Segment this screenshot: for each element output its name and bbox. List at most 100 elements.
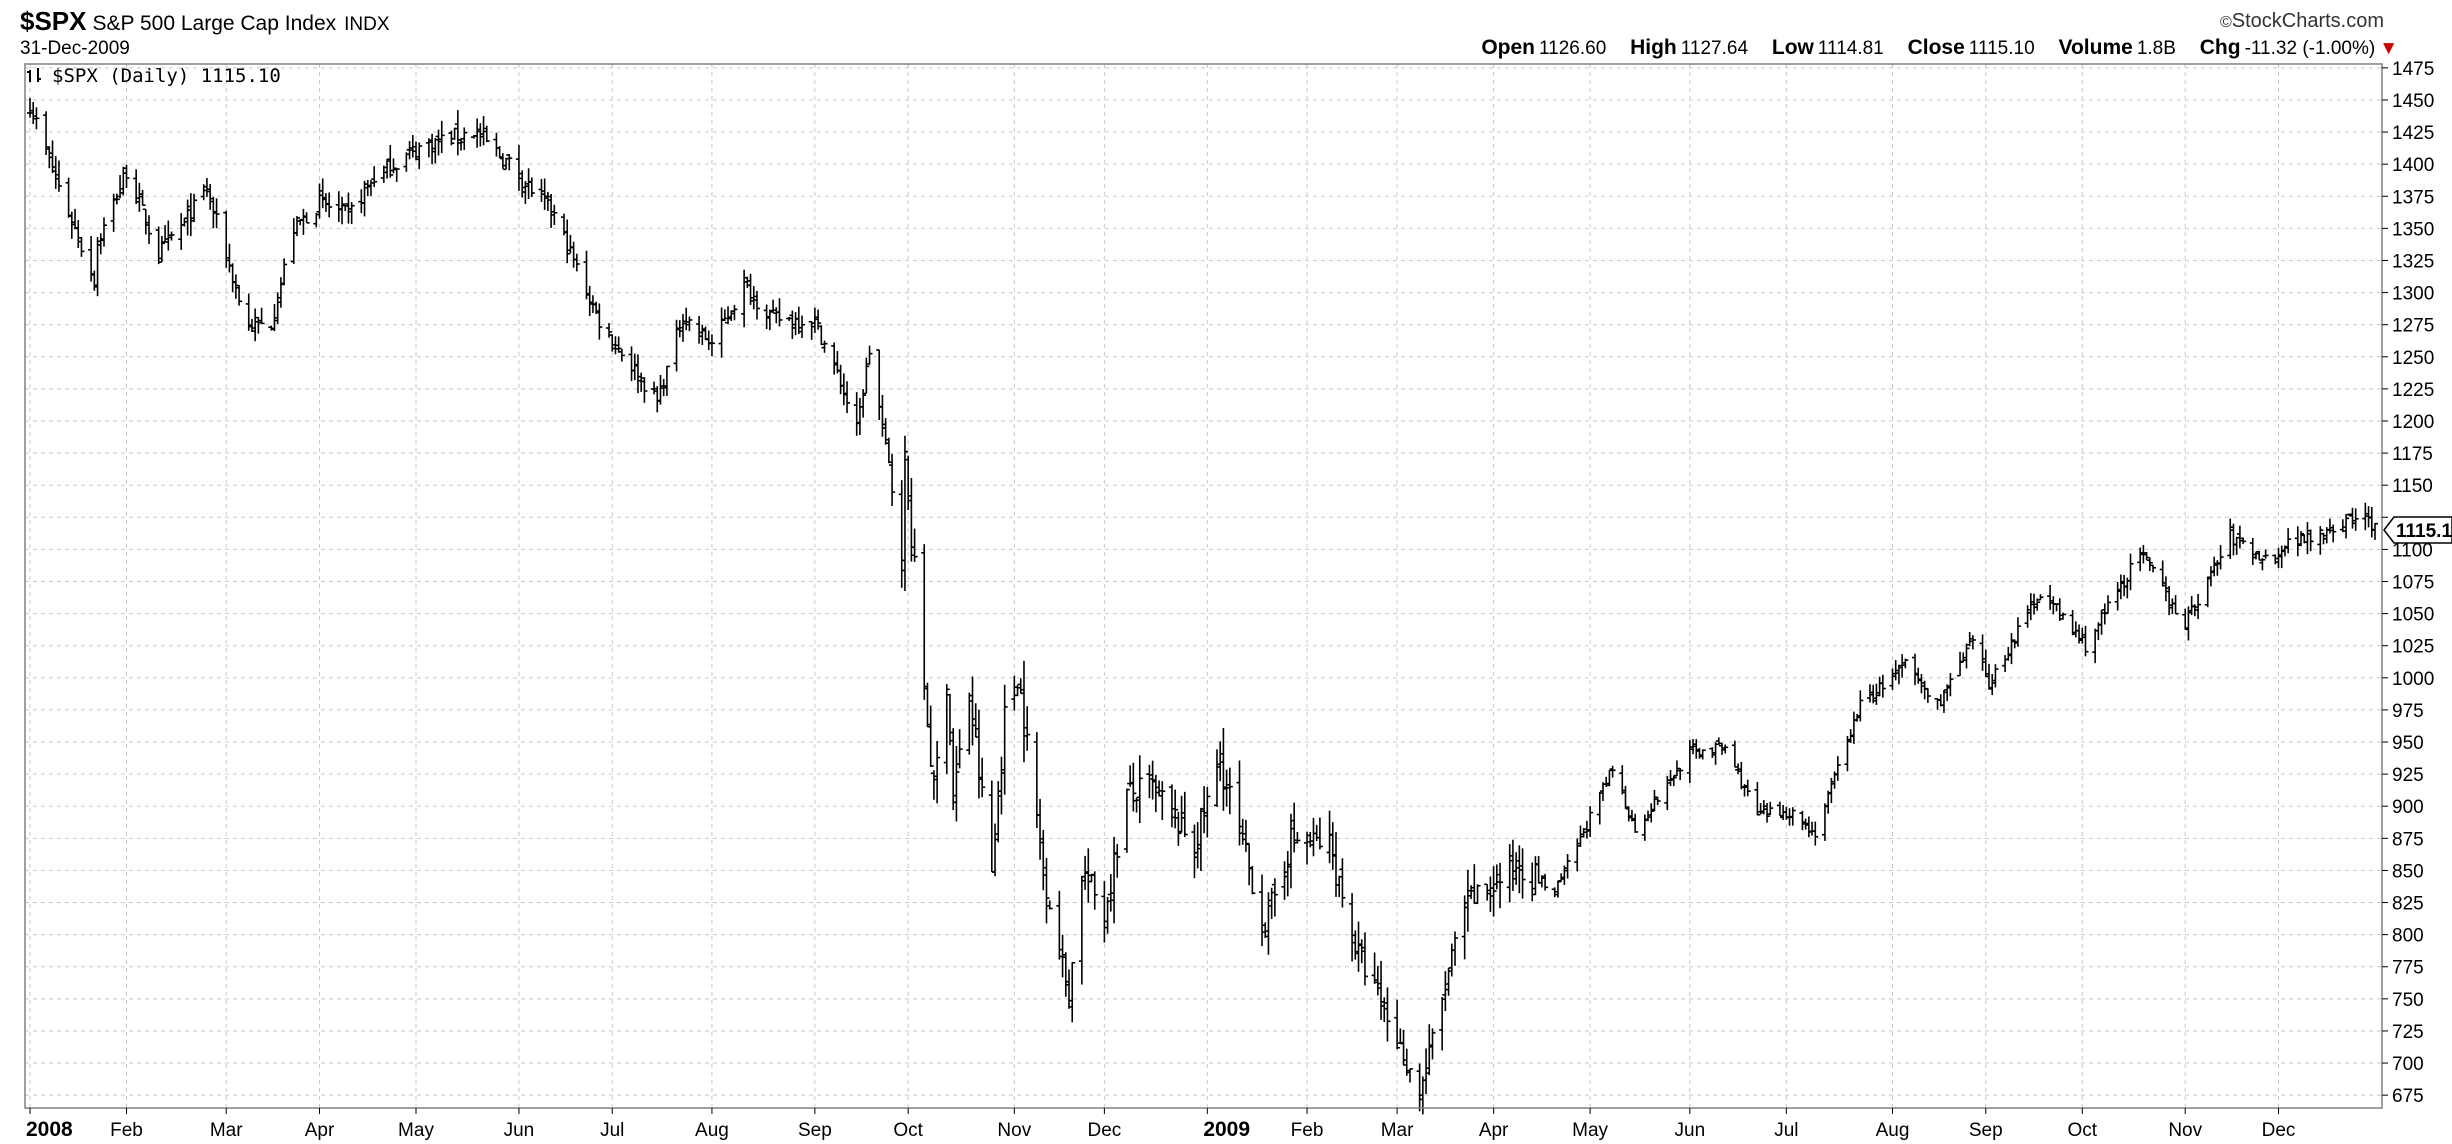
price-bar — [139, 189, 146, 207]
price-bar — [168, 231, 175, 241]
price-bar — [461, 127, 468, 151]
price-bar — [699, 324, 706, 345]
price-bar — [1226, 767, 1233, 815]
high-value: 1127.64 — [1680, 38, 1749, 59]
price-bar — [2150, 564, 2157, 573]
price-bar — [1947, 673, 1954, 697]
price-bar — [55, 160, 62, 192]
brand[interactable]: ©StockCharts.com — [2220, 10, 2384, 33]
price-bar — [705, 330, 712, 351]
price-bar — [2079, 627, 2086, 644]
y-tick-label: 1475 — [2392, 59, 2434, 80]
price-bar — [1731, 740, 1738, 768]
price-bar — [94, 237, 101, 297]
price-bar — [65, 177, 72, 218]
price-bar — [435, 129, 442, 156]
chart-title: $SPX S&P 500 Large Cap Index INDX — [20, 6, 390, 37]
price-bar — [165, 220, 172, 251]
price-bar — [927, 705, 934, 767]
price-bar — [33, 107, 40, 130]
price-bar — [293, 215, 300, 237]
price-bar — [1799, 810, 1806, 831]
x-tick-label: Dec — [1087, 1120, 1121, 1141]
price-bar — [2059, 612, 2066, 620]
price-bar — [686, 316, 693, 332]
price-bar — [1719, 742, 1726, 755]
price-bar — [75, 220, 82, 249]
price-bar — [1011, 675, 1018, 711]
price-bar — [1834, 756, 1841, 781]
y-tick-label: 1100 — [2392, 540, 2433, 561]
price-bar — [1294, 831, 1301, 844]
price-bar — [258, 307, 265, 325]
price-bar — [358, 189, 365, 214]
price-bar — [403, 152, 410, 172]
y-tick-label: 1325 — [2392, 251, 2434, 272]
change-label: Chg — [2199, 36, 2241, 59]
price-bar — [1316, 817, 1323, 850]
price-bar — [1625, 806, 1632, 822]
price-bar — [1789, 807, 1796, 826]
price-bar — [2352, 508, 2359, 531]
price-bar — [2140, 544, 2147, 564]
price-bar — [1757, 803, 1764, 815]
price-bar — [1805, 816, 1812, 838]
price-bar — [786, 316, 793, 321]
price-bar — [683, 307, 690, 331]
price-bar — [818, 325, 825, 346]
x-tick-label: Aug — [695, 1120, 729, 1141]
price-bar — [631, 353, 638, 381]
price-bar — [1583, 820, 1590, 839]
price-bar — [120, 166, 127, 196]
price-bar — [438, 120, 445, 154]
price-bar — [2195, 593, 2202, 620]
price-bar — [2034, 598, 2041, 611]
price-bar — [2127, 553, 2134, 591]
price-bar — [2294, 526, 2301, 557]
price-bar — [271, 304, 278, 332]
last-value-tag-shape — [2383, 516, 2452, 544]
price-bar — [406, 141, 413, 160]
price-bar — [1310, 817, 1317, 857]
x-tick-label: Sep — [1969, 1120, 2003, 1141]
price-bar — [606, 323, 613, 338]
price-bar — [1439, 996, 1446, 1051]
price-bar — [1114, 844, 1121, 878]
price-bar — [930, 770, 937, 800]
legend-icon — [27, 68, 41, 82]
price-bar — [1111, 836, 1118, 924]
price-bar — [226, 243, 233, 273]
price-bar — [860, 389, 867, 418]
price-bar — [1378, 960, 1385, 1020]
price-bar — [1291, 802, 1298, 853]
price-bar — [2159, 560, 2166, 587]
price-bar — [548, 194, 555, 228]
y-tick-label: 1400 — [2392, 155, 2434, 176]
price-bar — [290, 218, 297, 264]
price-bar — [1889, 668, 1896, 690]
price-bar — [2211, 556, 2218, 577]
price-bar — [1741, 784, 1748, 797]
price-bar — [1738, 761, 1745, 790]
price-bar — [1487, 876, 1494, 912]
price-bar — [831, 342, 838, 375]
price-bar — [1654, 797, 1661, 805]
x-tick-label: Dec — [2262, 1120, 2296, 1141]
price-bar — [100, 217, 107, 247]
price-bar — [43, 111, 50, 156]
price-bar — [2002, 655, 2009, 673]
price-bar — [1133, 797, 1140, 813]
price-bar — [1326, 810, 1333, 864]
price-bar — [1220, 728, 1227, 811]
x-tick-label: Aug — [1876, 1120, 1910, 1141]
price-bar — [1474, 884, 1481, 905]
price-bar — [1136, 755, 1143, 823]
price-bar — [448, 130, 455, 146]
price-bar — [2005, 646, 2012, 661]
price-bar — [564, 219, 571, 264]
price-bar — [882, 418, 889, 445]
price-bar — [583, 250, 590, 300]
chart-date: 31-Dec-2009 — [20, 38, 130, 59]
price-bar — [78, 236, 85, 257]
